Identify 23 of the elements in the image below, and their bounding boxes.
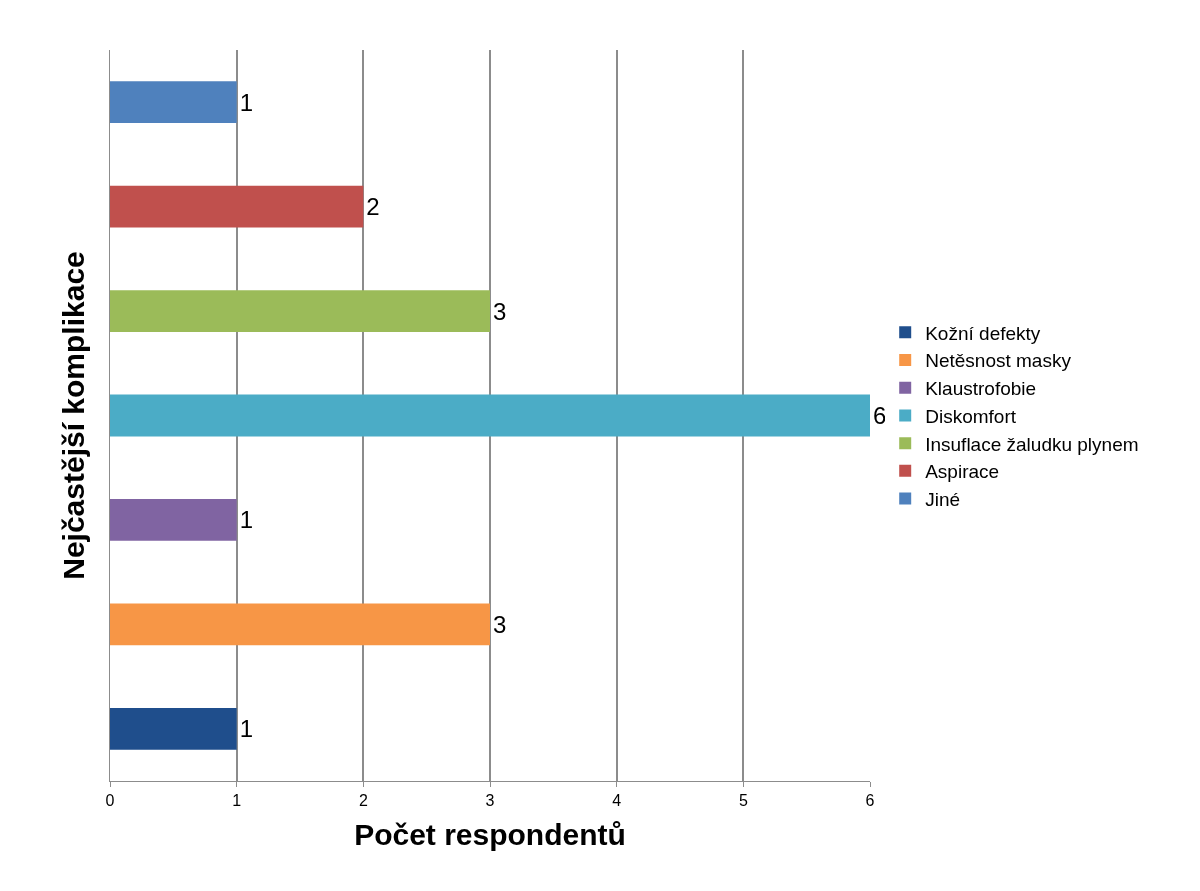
legend-label: Jiné xyxy=(925,488,961,510)
legend-label: Diskomfort xyxy=(925,405,1017,427)
x-tick-label: 4 xyxy=(612,792,622,810)
legend-label: Aspirace xyxy=(925,461,1000,483)
data-label: 2 xyxy=(366,193,380,221)
x-tick-label: 5 xyxy=(738,792,748,810)
legend-label: Kožní defekty xyxy=(925,322,1041,344)
data-label: 1 xyxy=(239,506,254,534)
x-tick-label: 3 xyxy=(485,792,495,810)
x-tick-label: 2 xyxy=(358,792,368,810)
data-label: 3 xyxy=(493,610,507,638)
data-label: 3 xyxy=(493,297,507,325)
legend-label: Klaustrofobie xyxy=(925,378,1037,400)
x-tick-label: 1 xyxy=(232,792,242,810)
legend-label: Insuflace žaludku plynem xyxy=(925,433,1139,455)
legend-label: Netěsnost masky xyxy=(925,350,1072,372)
x-tick-label: 6 xyxy=(865,792,875,810)
y-axis-title: Nejčastější komplikace xyxy=(57,251,90,580)
x-tick-label: 0 xyxy=(105,792,115,810)
data-label: 6 xyxy=(873,402,887,429)
data-label: 1 xyxy=(239,715,254,743)
x-axis-title: Počet respondentů xyxy=(354,817,626,851)
data-label: 1 xyxy=(239,88,254,116)
